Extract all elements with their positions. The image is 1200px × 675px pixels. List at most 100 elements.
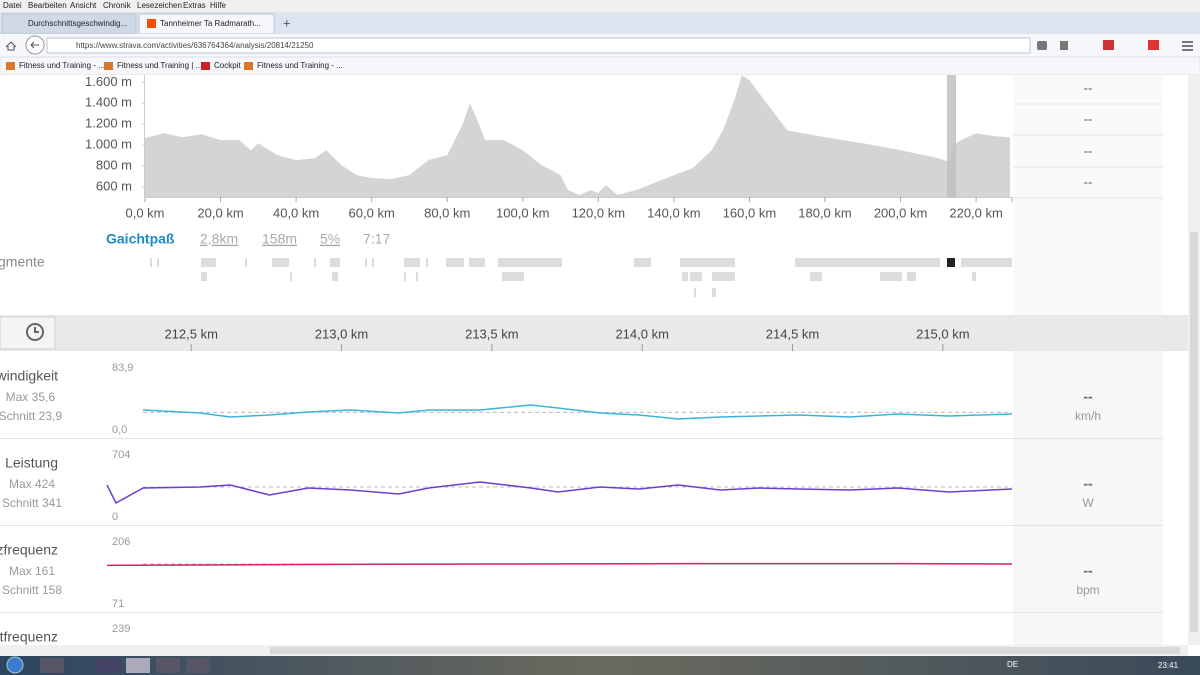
segment-bar[interactable] [682,272,688,281]
tab-title[interactable]: Tannheimer Ta Radmarath... [160,19,261,28]
analysis-toolbar [0,315,1188,351]
menu-item[interactable]: Chronik [103,1,132,10]
menu-item[interactable]: Datei [3,1,22,10]
language[interactable]: DE [1007,660,1018,669]
toolbar-icons [1037,40,1193,51]
menu-item[interactable]: Bearbeiten [28,1,67,10]
download-icon[interactable] [1060,41,1068,50]
y-tick-label: 600 m [96,178,132,193]
segment-bar[interactable] [502,272,524,281]
x-tick-label: 160,0 km [723,205,776,220]
segment-bar[interactable] [332,272,338,281]
task-app[interactable] [96,658,120,673]
segment-bar[interactable] [694,288,696,297]
abp-icon[interactable] [1148,40,1159,50]
segment-bar[interactable] [201,258,216,267]
segment-bar[interactable] [446,258,464,267]
segment-bar[interactable] [314,258,316,267]
segment-bar[interactable] [245,258,247,267]
segment-bar[interactable] [372,258,374,267]
x-tick-label: 213,0 km [315,326,368,341]
segment-time: 7:17 [363,231,390,247]
segment-bar[interactable] [365,258,367,267]
task-explorer[interactable] [40,658,64,673]
hscroll-thumb[interactable] [270,647,1180,654]
segment-bar[interactable] [972,272,976,281]
clock-hands [34,327,39,333]
new-tab[interactable]: + [283,15,291,30]
bookmark-icon [244,62,253,70]
menu-item[interactable]: Ansicht [70,1,97,10]
x-tick-label: 40,0 km [273,205,319,220]
x-tick-label: 100,0 km [496,205,549,220]
segment-bar[interactable] [712,288,716,297]
y-tick-label: 1.600 m [85,74,132,89]
elevation-area [145,75,1011,197]
menu-icon[interactable] [1182,41,1193,43]
clock-icon [26,323,44,341]
bookmark[interactable]: Fitness und Training - ... [19,61,105,70]
menu-item[interactable]: Extras [183,1,206,10]
y-tick-label: 800 m [96,158,132,173]
segment-bar[interactable] [712,272,735,281]
segment-bar[interactable] [330,258,340,267]
start-button[interactable] [6,656,24,674]
x-tick-label: 20,0 km [197,205,243,220]
segment-bar[interactable] [907,272,916,281]
task-app[interactable] [186,658,210,673]
y-min-label: 71 [112,598,124,610]
segment-bar[interactable] [404,272,406,281]
stream-name: erzfrequenz [0,542,58,558]
segment-bar[interactable] [272,258,289,267]
segment-bar[interactable] [290,272,292,281]
y-max-label: 83,9 [112,362,133,374]
segment-bar[interactable] [416,272,418,281]
menu-item[interactable]: Lesezeichen [137,1,182,10]
segment-bar[interactable] [680,258,735,267]
url-text[interactable]: https://www.strava.com/activities/636764… [76,41,314,50]
menu-item[interactable]: Hilfe [210,1,227,10]
segment-bar[interactable] [157,258,159,267]
x-tick-label: 200,0 km [874,205,927,220]
segment-bar[interactable] [150,258,152,267]
scroll-thumb[interactable] [1190,232,1198,632]
segment-bar[interactable] [947,258,955,267]
pocket-icon[interactable] [1037,41,1047,50]
segment-name[interactable]: Gaichtpaß [106,231,175,247]
clock[interactable]: 23:41 [1158,661,1179,670]
y-max-label: 206 [112,536,130,548]
addon-icon[interactable] [1103,40,1114,50]
segment-bar[interactable] [201,272,207,281]
home-icon[interactable] [5,41,17,51]
x-tick-label: 213,5 km [465,326,518,341]
stream-right-column [1013,351,1163,645]
segment-bar[interactable] [961,258,1012,267]
x-tick-label: 215,0 km [916,326,969,341]
stream-name: schwindigkeit [0,368,58,384]
task-chrome[interactable] [156,658,180,673]
bookmark[interactable]: Fitness und Training - ... [257,61,343,70]
segment-bar[interactable] [469,258,485,267]
segment-bar[interactable] [404,258,420,267]
segment-bar[interactable] [810,272,822,281]
segment-bar[interactable] [634,258,651,267]
segment-bar[interactable] [426,258,428,267]
back-icon [30,41,39,49]
url-field[interactable] [46,37,1031,54]
bookmark[interactable]: Fitness und Training | ... [117,61,202,70]
x-tick-label: 214,5 km [766,326,819,341]
x-tick-label: 120,0 km [572,205,625,220]
lap-value: -- [1084,174,1093,189]
tab-title[interactable]: Durchschnittsgeschwindig... [28,19,127,28]
x-tick-label: 180,0 km [798,205,851,220]
segment-bar[interactable] [795,258,940,267]
menu-icon [1182,49,1193,51]
task-firefox[interactable] [126,658,150,673]
menu-icon [1182,45,1193,47]
y-min-label: 0 [112,511,118,523]
y-max-label: 704 [112,449,130,461]
segment-bar[interactable] [498,258,562,267]
segment-bar[interactable] [690,272,702,281]
segment-bar[interactable] [880,272,902,281]
bookmark[interactable]: Cockpit [214,61,241,70]
